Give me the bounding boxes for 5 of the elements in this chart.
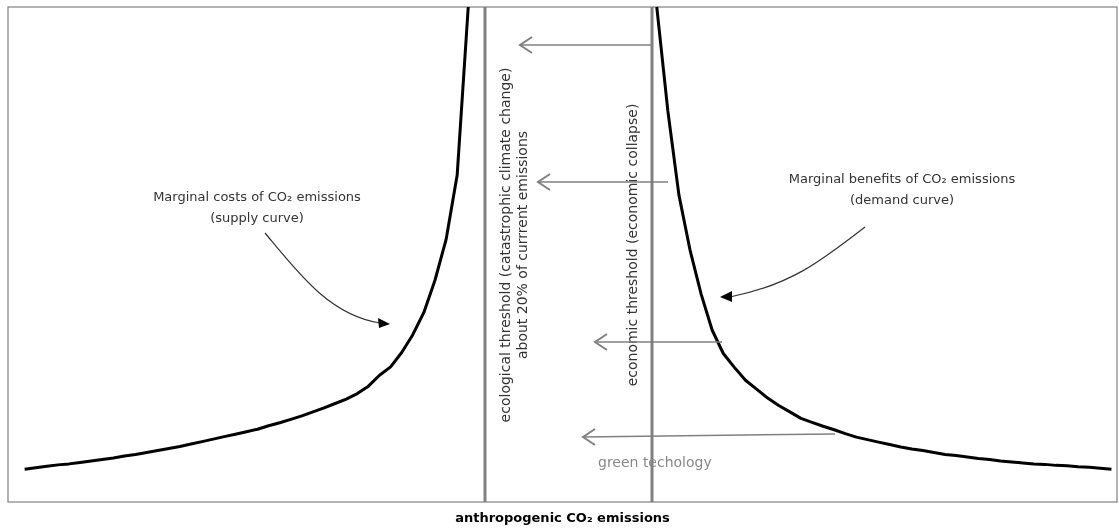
annotation: economic threshold (economic collapse) (624, 103, 640, 387)
x-axis-title: anthropogenic CO₂ emissions (455, 510, 671, 525)
annotation: Marginal costs of CO₂ emissions (supply curve) (153, 189, 362, 225)
annotation: Marginal benefits of CO₂ emissions (demand curve) (788, 171, 1016, 207)
annotation: ecological threshold (catastrophic climate change) about 20% of currrent emissions (497, 67, 530, 423)
